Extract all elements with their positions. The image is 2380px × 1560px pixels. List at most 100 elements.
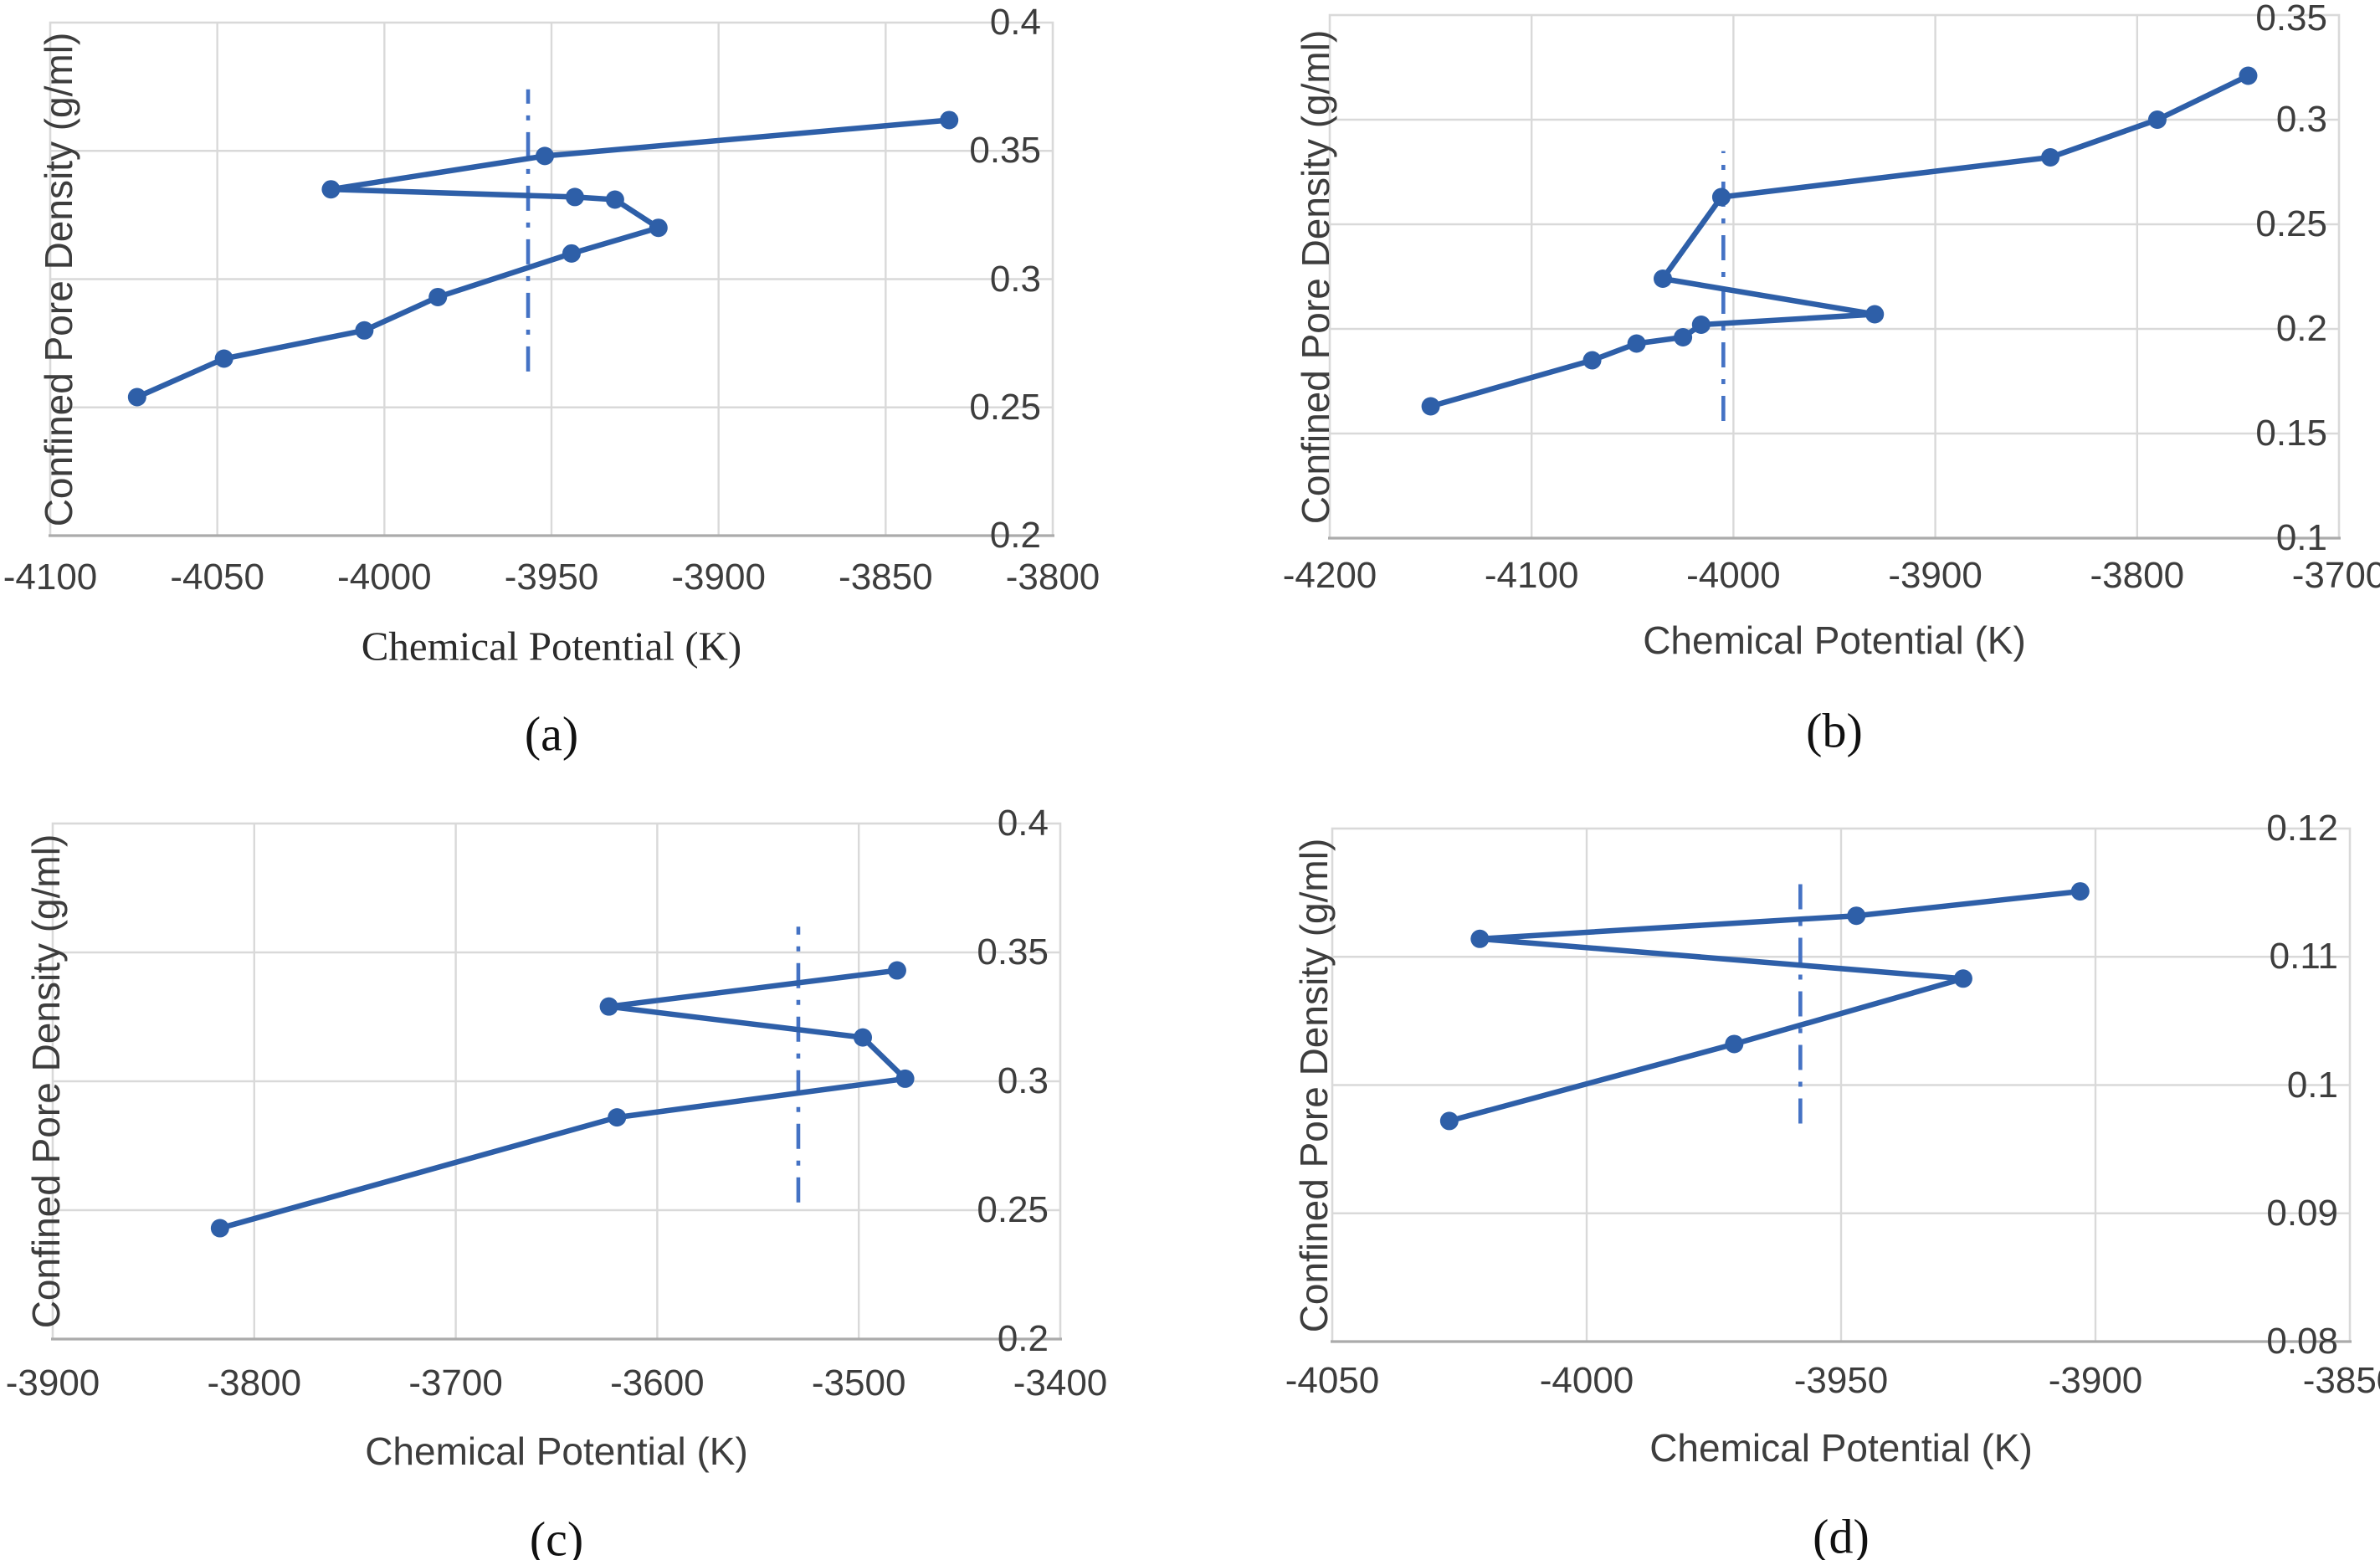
x-tick-label: -3500 bbox=[811, 1362, 906, 1403]
data-point-marker bbox=[536, 146, 555, 166]
plot-group-3 bbox=[1331, 827, 2352, 1343]
data-point-marker bbox=[1725, 1034, 1744, 1054]
y-tick-label: 0.11 bbox=[2269, 936, 2338, 978]
y-tick-label: 0.15 bbox=[2255, 413, 2327, 454]
plot-group-1 bbox=[1328, 13, 2341, 540]
y-tick-label: 0.25 bbox=[2255, 203, 2327, 244]
data-point-marker bbox=[1674, 328, 1693, 346]
data-point-marker bbox=[1470, 929, 1490, 948]
plot-group-2 bbox=[51, 822, 1062, 1341]
data-point-marker bbox=[2070, 882, 2090, 901]
x-tick-label: -3700 bbox=[2291, 555, 2380, 596]
y-axis-title: Confined Pore Density (g/ml) bbox=[37, 32, 80, 526]
data-point-marker bbox=[940, 110, 959, 130]
data-point-marker bbox=[428, 287, 448, 306]
subfigure-caption: (b) bbox=[1806, 703, 1863, 758]
y-axis-title: Confined Pore Density (g/ml) bbox=[1292, 838, 1336, 1332]
y-tick-label: 0.2 bbox=[989, 515, 1041, 556]
y-tick-label: 0.08 bbox=[2266, 1321, 2338, 1362]
x-tick-label: -3900 bbox=[2048, 1360, 2143, 1401]
data-point-marker bbox=[1691, 316, 1711, 334]
data-point-marker bbox=[1711, 187, 1731, 207]
isotherm-line bbox=[1446, 888, 2084, 1124]
data-point-marker bbox=[854, 1028, 873, 1047]
x-tick-label: -3800 bbox=[1005, 557, 1100, 598]
y-axis-title: Confined Pore Density (g/ml) bbox=[24, 834, 68, 1329]
x-tick-label: -3800 bbox=[207, 1362, 302, 1403]
data-point-marker bbox=[214, 349, 233, 368]
x-tick-label: -3800 bbox=[2090, 555, 2185, 596]
isotherm-line bbox=[1428, 73, 2251, 409]
data-point-marker bbox=[1865, 305, 1885, 324]
x-tick-label: -3600 bbox=[610, 1362, 705, 1403]
data-point-marker bbox=[565, 187, 584, 207]
data-point-marker bbox=[1627, 334, 1646, 353]
x-tick-label: -3850 bbox=[839, 557, 933, 598]
x-axis-title: Chemical Potential (K) bbox=[365, 1429, 748, 1473]
x-tick-label: -4200 bbox=[1282, 555, 1377, 596]
x-tick-label: -4000 bbox=[1686, 555, 1781, 596]
y-tick-label: 0.25 bbox=[977, 1189, 1049, 1230]
plot-border bbox=[1328, 13, 2341, 540]
y-tick-label: 0.12 bbox=[2266, 808, 2338, 849]
data-point-marker bbox=[1439, 1111, 1459, 1131]
x-tick-label: -3850 bbox=[2302, 1360, 2380, 1401]
x-tick-label: -3950 bbox=[504, 557, 599, 598]
x-tick-label: -4000 bbox=[337, 557, 432, 598]
subfigure-caption: (c) bbox=[529, 1511, 584, 1560]
data-point-marker bbox=[1582, 351, 1602, 370]
data-point-marker bbox=[562, 244, 581, 263]
data-point-marker bbox=[895, 1069, 915, 1088]
y-tick-label: 0.3 bbox=[2275, 99, 2327, 140]
data-point-marker bbox=[321, 180, 341, 199]
data-point-marker bbox=[210, 1219, 229, 1238]
data-point-marker bbox=[887, 961, 906, 980]
data-point-marker bbox=[599, 997, 618, 1016]
y-tick-label: 0.35 bbox=[2255, 0, 2327, 38]
y-tick-label: 0.1 bbox=[2275, 517, 2327, 558]
x-tick-label: -3950 bbox=[1793, 1360, 1889, 1401]
data-point-marker bbox=[605, 190, 624, 209]
data-point-marker bbox=[2041, 148, 2060, 167]
data-point-marker bbox=[2239, 66, 2258, 85]
data-point-marker bbox=[649, 218, 668, 238]
data-point-marker bbox=[1847, 906, 1866, 926]
y-tick-label: 0.35 bbox=[977, 931, 1049, 972]
y-tick-label: 0.3 bbox=[997, 1060, 1049, 1101]
data-point-marker bbox=[127, 387, 146, 407]
y-tick-label: 0.35 bbox=[969, 130, 1041, 172]
y-tick-label: 0.3 bbox=[989, 258, 1041, 300]
y-tick-label: 0.4 bbox=[989, 2, 1041, 43]
y-tick-label: 0.2 bbox=[2275, 308, 2327, 349]
data-point-marker bbox=[1421, 397, 1440, 416]
data-point-marker bbox=[1953, 969, 1972, 988]
x-tick-label: -3900 bbox=[5, 1362, 100, 1403]
x-axis-title: Chemical Potential (K) bbox=[1649, 1426, 2033, 1470]
y-tick-label: 0.2 bbox=[997, 1318, 1049, 1359]
x-tick-label: -4100 bbox=[1484, 555, 1579, 596]
x-tick-label: -4050 bbox=[1285, 1360, 1380, 1401]
data-point-marker bbox=[1653, 269, 1672, 288]
plot-group-0 bbox=[49, 21, 1054, 537]
x-tick-label: -3400 bbox=[1013, 1362, 1108, 1403]
y-tick-label: 0.4 bbox=[997, 803, 1049, 844]
x-tick-label: -4000 bbox=[1539, 1360, 1634, 1401]
x-tick-label: -4050 bbox=[170, 557, 264, 598]
y-tick-label: 0.09 bbox=[2266, 1192, 2338, 1234]
y-axis-title: Confined Pore Density (g/ml) bbox=[1294, 29, 1337, 524]
x-tick-label: -3700 bbox=[408, 1362, 503, 1403]
data-point-marker bbox=[355, 321, 374, 340]
data-point-marker bbox=[608, 1108, 627, 1127]
x-tick-label: -4100 bbox=[3, 557, 98, 598]
x-axis-title: Chemical Potential (K) bbox=[361, 623, 742, 670]
x-tick-label: -3900 bbox=[1888, 555, 1982, 596]
subfigure-caption: (d) bbox=[1813, 1509, 1870, 1560]
x-tick-label: -3900 bbox=[671, 557, 766, 598]
isotherm-line bbox=[217, 967, 908, 1231]
subfigure-caption: (a) bbox=[524, 706, 579, 762]
y-tick-label: 0.1 bbox=[2286, 1064, 2338, 1106]
x-axis-title: Chemical Potential (K) bbox=[1643, 618, 2026, 662]
y-tick-label: 0.25 bbox=[969, 386, 1041, 428]
